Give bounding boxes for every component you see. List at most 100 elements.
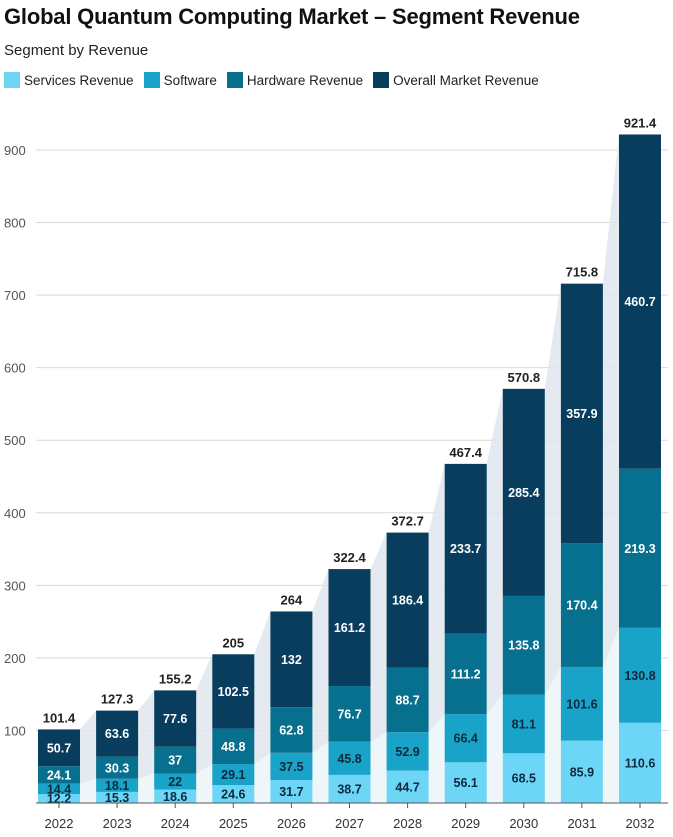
bar-segment [96,756,139,779]
legend-swatch-software [143,72,160,88]
segment-data-label: 38.7 [337,782,361,796]
y-tick-label: 500 [4,433,26,448]
segment-data-label: 18.6 [163,790,187,804]
connector-shadow-low [80,778,97,803]
total-data-label: 127.3 [101,692,134,707]
connector-shadow [196,654,213,803]
connector-shadow [602,134,619,803]
segment-data-label: 285.4 [508,486,539,500]
connector-shadow-low [254,752,271,803]
bar-segment [270,611,313,708]
x-tick-label: 2029 [451,816,480,831]
segment-data-label: 15.3 [105,791,129,805]
total-data-label: 101.4 [43,710,76,725]
bar-segment [619,468,661,628]
connector-shadow [428,463,445,803]
bar-segment [96,778,139,792]
bar-segment [96,710,139,757]
total-data-label: 570.8 [508,370,541,385]
legend-swatch-overall [373,72,390,88]
segment-data-label: 37.5 [279,760,303,774]
segment-data-label: 219.3 [624,542,655,556]
total-data-label: 264 [281,592,303,607]
x-tick-label: 2027 [335,816,364,831]
x-tick-label: 2022 [45,816,74,831]
y-tick-label: 300 [4,578,26,593]
segment-data-label: 62.8 [279,724,303,738]
total-data-label: 155.2 [159,671,192,686]
x-tick-label: 2026 [277,816,306,831]
bar-segment [502,694,545,754]
segment-data-label: 18.1 [105,779,129,793]
bar-segment [270,707,313,753]
chart-title: Global Quantum Computing Market – Segmen… [4,4,580,29]
legend-item-software[interactable]: Software [143,72,217,88]
segment-data-label: 102.5 [218,685,249,699]
x-tick-label: 2030 [509,816,538,831]
segment-data-label: 29.1 [221,768,245,782]
segment-data-label: 170.4 [566,599,597,613]
segment-data-label: 22 [168,775,182,789]
bar-segment [444,762,487,803]
connector-shadow [80,710,97,803]
total-data-label: 372.7 [391,514,424,529]
x-tick-label: 2031 [567,816,596,831]
bar-segment [328,686,371,742]
bar-segment [386,667,429,733]
legend-item-hardware[interactable]: Hardware Revenue [226,72,364,88]
bar-segment [212,764,255,786]
chart-subtitle: Segment by Revenue [4,42,149,59]
bar-segment [502,388,545,596]
connector-shadow-low [312,741,329,803]
segment-data-label: 76.7 [337,707,361,721]
segment-data-label: 66.4 [454,732,478,746]
connector-shadow-low [138,773,155,803]
segment-data-label: 50.7 [47,741,71,755]
x-tick-label: 2023 [103,816,132,831]
legend-label-hardware: Hardware Revenue [246,72,364,88]
segment-data-label: 111.2 [451,667,481,681]
y-tick-label: 700 [4,288,26,303]
legend-item-services[interactable]: Services Revenue [4,72,134,88]
segment-data-label: 460.7 [624,295,655,309]
segment-data-label: 233.7 [450,542,481,556]
segment-data-label: 132 [281,653,302,667]
segment-data-label: 63.6 [105,727,129,741]
segment-data-label: 85.9 [570,765,594,779]
bar-segment [444,714,487,763]
segment-data-label: 186.4 [392,594,423,608]
y-tick-label: 800 [4,216,26,231]
segment-data-label: 24.1 [47,768,71,782]
y-tick-label: 600 [4,361,26,376]
bar-segment [154,746,197,774]
bar-segment [96,791,139,803]
bar-segment [560,666,603,741]
bar-segment [502,753,545,803]
segment-data-label: 37 [168,754,182,768]
legend-item-overall[interactable]: Overall Market Revenue [373,72,539,88]
x-tick-label: 2024 [161,816,190,831]
legend-swatch-services [4,72,20,88]
connector-shadow-low [428,714,445,803]
bar-segment [560,740,603,803]
bar-segment [328,741,371,775]
connector-shadow-low [196,764,213,803]
bar-segment [38,729,80,767]
bar-segment [560,283,603,544]
y-tick-label: 400 [4,506,26,521]
connector-shadow [254,611,271,803]
bar-segment [502,595,545,695]
bar-segment [386,770,429,803]
segment-data-label: 101.6 [566,697,597,711]
bar-segment [619,627,661,723]
x-tick-label: 2032 [626,816,655,831]
segment-data-label: 45.8 [337,752,361,766]
bar-segment [619,722,661,803]
segment-data-label: 24.6 [221,788,245,802]
y-tick-label: 200 [4,651,26,666]
segment-data-label: 77.6 [163,712,187,726]
bar-segment [154,773,197,790]
total-data-label: 715.8 [566,265,599,280]
bar-segment [212,785,255,803]
bar-segment [38,783,80,795]
